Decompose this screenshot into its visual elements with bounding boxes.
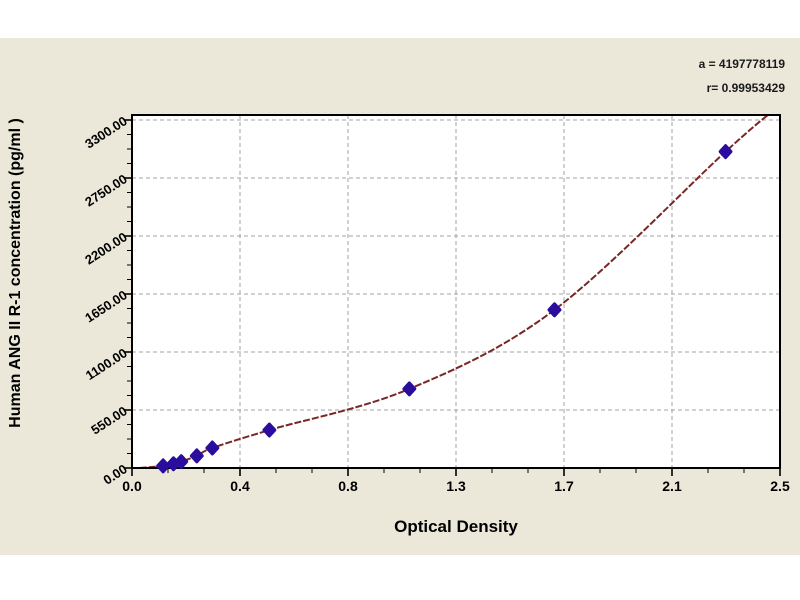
data-point	[174, 454, 189, 470]
x-tick-label: 0.8	[338, 478, 358, 494]
data-point	[547, 302, 562, 318]
data-point	[402, 381, 417, 397]
fit-correlation-r: r= 0.99953429	[706, 81, 785, 95]
x-tick-label: 1.7	[554, 478, 574, 494]
x-tick-label: 0.0	[122, 478, 142, 494]
data-point	[718, 144, 733, 160]
data-point	[189, 448, 204, 464]
data-point	[262, 422, 277, 438]
x-axis-title: Optical Density	[394, 517, 518, 536]
fit-parameter-a: a = 4197778119	[698, 57, 785, 71]
x-tick-label: 2.5	[770, 478, 790, 494]
fit-statistics: a = 4197778119 r= 0.99953429	[699, 52, 785, 100]
data-point	[205, 440, 220, 456]
y-axis-title: Human ANG II R-1 concentration (pg/ml )	[7, 118, 24, 428]
x-tick-label: 2.1	[662, 478, 682, 494]
x-tick-label: 1.3	[446, 478, 466, 494]
x-tick-label: 0.4	[230, 478, 250, 494]
